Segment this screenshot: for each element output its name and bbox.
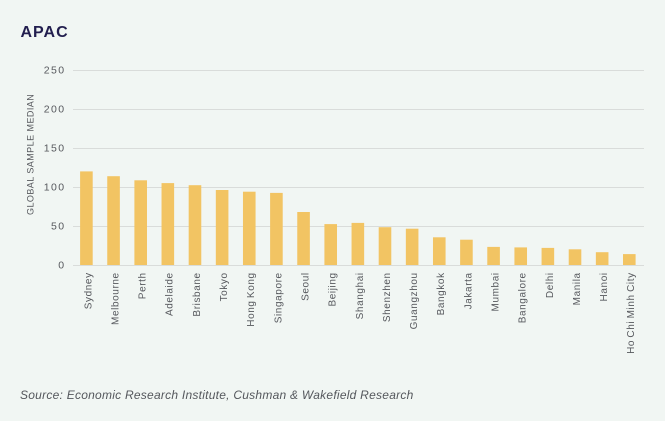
svg-text:Singapore: Singapore [273,272,284,323]
svg-text:Beijing: Beijing [328,272,339,306]
svg-text:Sydney: Sydney [83,272,94,309]
svg-text:Mumbai: Mumbai [490,272,501,311]
svg-text:Ho Chi Minh City: Ho Chi Minh City [626,272,637,354]
svg-text:50: 50 [51,220,65,232]
svg-text:Brisbane: Brisbane [192,272,203,316]
svg-text:Shanghai: Shanghai [355,272,366,319]
svg-text:100: 100 [44,181,66,193]
svg-text:Adelaide: Adelaide [165,272,176,316]
svg-text:Bangkok: Bangkok [436,272,447,316]
svg-text:Manila: Manila [572,272,583,305]
svg-text:200: 200 [44,103,66,115]
svg-text:150: 150 [44,142,66,154]
svg-text:GLOBAL SAMPLE MEDIAN: GLOBAL SAMPLE MEDIAN [26,94,36,215]
svg-text:Seoul: Seoul [300,272,311,301]
svg-text:Delhi: Delhi [545,272,556,298]
svg-text:Bangalore: Bangalore [518,272,529,323]
svg-text:Shenzhen: Shenzhen [382,272,393,322]
svg-text:Hanoi: Hanoi [599,272,610,301]
svg-text:Jakarta: Jakarta [463,272,474,309]
svg-text:0: 0 [58,259,65,271]
svg-text:Perth: Perth [138,272,149,299]
svg-text:250: 250 [44,64,66,76]
svg-text:Melbourne: Melbourne [110,272,121,325]
svg-text:Guangzhou: Guangzhou [409,272,420,329]
svg-text:Tokyo: Tokyo [219,272,230,301]
svg-text:Hong Kong: Hong Kong [246,272,257,326]
